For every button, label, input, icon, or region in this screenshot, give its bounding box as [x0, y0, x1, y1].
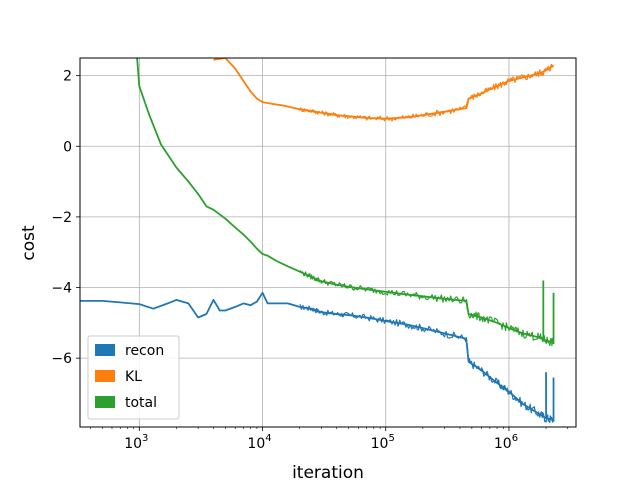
- y-axis-label: cost: [19, 225, 39, 261]
- series-area: [80, 58, 555, 424]
- series-kl: [213, 58, 555, 122]
- x-axis-ticks: 103 104 105 106: [89, 427, 569, 452]
- x-tick-label: 106: [494, 433, 518, 452]
- legend-swatch: [95, 370, 115, 382]
- legend-label: total: [125, 395, 157, 411]
- y-tick-label: −2: [51, 210, 72, 226]
- series-noise-band: [299, 270, 554, 347]
- series-noise-band: [299, 304, 554, 424]
- legend-swatch: [95, 344, 115, 356]
- y-tick-label: −6: [51, 351, 72, 367]
- series-total: [136, 58, 554, 347]
- y-axis-ticks: 2 0 −2 −4 −6: [51, 69, 80, 367]
- series-line: [136, 58, 554, 344]
- y-tick-label: 0: [63, 139, 72, 155]
- series-line: [80, 291, 554, 421]
- series-noise-band: [299, 63, 554, 122]
- x-axis-label: iteration: [292, 463, 364, 480]
- x-tick-label: 104: [247, 433, 271, 452]
- legend: recon KL total: [87, 335, 180, 420]
- plot-frame: [79, 57, 577, 428]
- legend-label: recon: [125, 343, 164, 359]
- legend-swatch: [95, 396, 115, 408]
- x-tick-label: 103: [124, 433, 148, 452]
- y-tick-label: −4: [51, 281, 72, 297]
- series-recon: [80, 291, 554, 424]
- legend-label: KL: [125, 369, 142, 385]
- x-tick-label: 105: [371, 433, 395, 452]
- y-tick-label: 2: [63, 69, 72, 85]
- series-line: [213, 58, 555, 120]
